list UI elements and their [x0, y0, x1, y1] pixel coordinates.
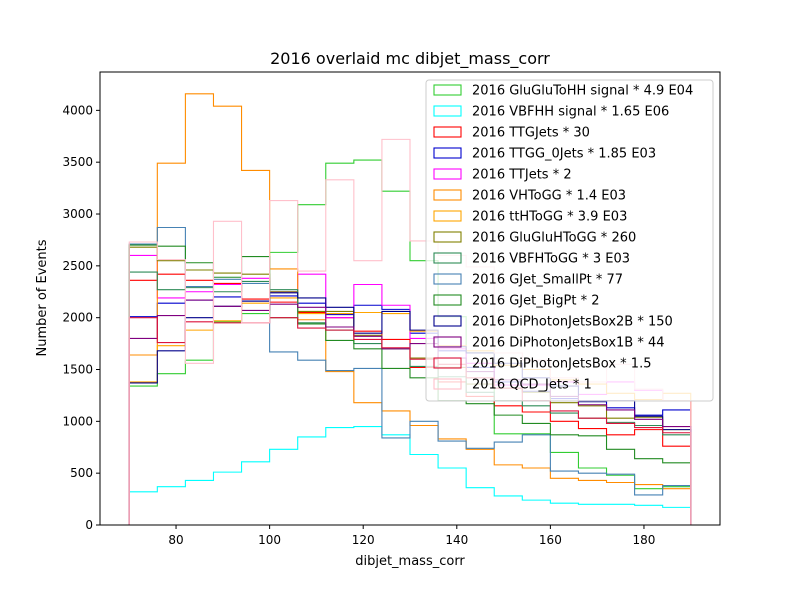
- legend-swatch: [433, 378, 462, 390]
- y-tick-label: 0: [85, 518, 93, 532]
- x-tick-label: 180: [633, 533, 656, 547]
- legend-swatch: [433, 336, 462, 348]
- legend-entry-label: 2016 GJet_BigPt * 2: [472, 294, 599, 309]
- legend-swatch: [433, 105, 462, 117]
- x-tick-label: 140: [445, 533, 468, 547]
- legend-entry-label: 2016 QCD_Jets * 1: [472, 378, 592, 393]
- y-axis-label: Number of Events: [35, 239, 50, 356]
- legend-swatch: [433, 273, 462, 285]
- legend-entry-label: 2016 DiPhotonJetsBox2B * 150: [472, 315, 673, 330]
- legend-swatch: [433, 315, 462, 327]
- legend-box: [425, 79, 714, 402]
- histogram-series-group: [128, 93, 692, 525]
- y-tick-label: 2000: [62, 311, 93, 325]
- plot-frame: [99, 71, 721, 526]
- legend-entry-label: 2016 VHToGG * 1.4 E03: [472, 189, 626, 204]
- chart-title: 2016 overlaid mc dibjet_mass_corr: [270, 49, 550, 69]
- legend-entry-label: 2016 VBFHToGG * 3 E03: [472, 252, 630, 267]
- legend-swatch: [433, 231, 462, 243]
- y-tick-label: 4000: [62, 103, 93, 117]
- legend-entry-label: 2016 GluGluToHH signal * 4.9 E04: [472, 84, 693, 99]
- legend: 2016 GluGluToHH signal * 4.9 E04 2016 VBF…: [425, 79, 714, 402]
- legend-entry-label: 2016 DiPhotonJetsBox * 1.5: [472, 357, 651, 372]
- legend-swatch: [433, 168, 462, 180]
- legend-swatch: [433, 84, 462, 96]
- legend-swatch: [433, 210, 462, 222]
- y-axis-ticks: 0 500 1000 1500 2000 2500 3000 3500 4000: [62, 103, 100, 532]
- y-tick-label: 3500: [62, 155, 93, 169]
- y-tick-label: 500: [70, 466, 93, 480]
- legend-entry-label: 2016 GluGluHToGG * 260: [472, 231, 636, 246]
- legend-entry-label: 2016 DiPhotonJetsBox1B * 44: [472, 336, 665, 351]
- x-tick-label: 100: [258, 533, 281, 547]
- y-tick-label: 2500: [62, 259, 93, 273]
- legend-entry-label: 2016 ttHToGG * 3.9 E03: [472, 210, 627, 225]
- x-tick-label: 160: [539, 533, 562, 547]
- legend-entry-label: 2016 TTJets * 2: [472, 168, 572, 183]
- legend-swatch: [433, 147, 462, 159]
- legend-swatch: [433, 252, 462, 264]
- legend-swatch: [433, 126, 462, 138]
- legend-entry-label: 2016 TTGJets * 30: [472, 126, 590, 141]
- x-axis-label: dibjet_mass_corr: [355, 554, 465, 569]
- x-tick-label: 80: [168, 533, 183, 547]
- legend-swatch: [433, 189, 462, 201]
- x-tick-label: 120: [352, 533, 375, 547]
- y-tick-label: 1500: [62, 363, 93, 377]
- legend-entry-label: 2016 TTGG_0Jets * 1.85 E03: [472, 147, 656, 162]
- legend-entry-label: 2016 GJet_SmallPt * 77: [472, 273, 623, 288]
- x-axis-ticks: 80 100 120 140 160 180: [168, 525, 655, 547]
- histogram-series-5: [128, 93, 692, 525]
- y-tick-label: 1000: [62, 414, 93, 428]
- legend-swatch: [433, 357, 462, 369]
- legend-entry-label: 2016 VBFHH signal * 1.65 E06: [472, 105, 669, 120]
- legend-swatch: [433, 294, 462, 306]
- y-tick-label: 3000: [62, 207, 93, 221]
